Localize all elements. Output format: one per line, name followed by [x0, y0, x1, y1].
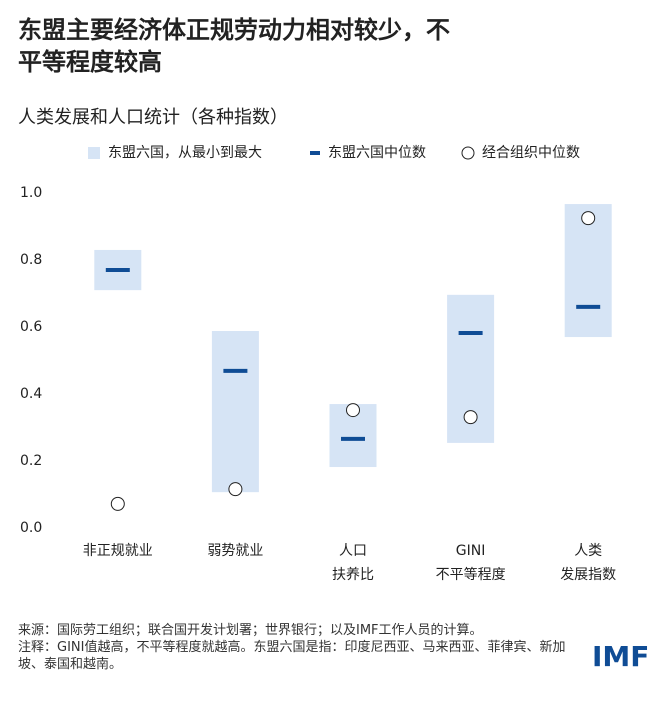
x-tick-label: 人类	[574, 543, 602, 559]
y-tick-label: 0.4	[20, 386, 42, 402]
x-tick-label: 非正规就业	[83, 543, 153, 559]
source: 来源：国际劳工组织；联合国开发计划署；世界银行；以及IMF工作人员的计算。	[18, 623, 483, 638]
x-tick-label: 扶养比	[332, 567, 374, 583]
oecd-marker	[110, 496, 125, 511]
x-tick-label: 不平等程度	[436, 566, 506, 583]
range-bar	[564, 204, 612, 338]
y-tick-label: 0.2	[20, 453, 42, 469]
oecd-marker	[581, 211, 596, 226]
legend-swatch	[88, 147, 100, 159]
x-tick-label: GINI	[456, 543, 486, 559]
oecd-marker	[228, 482, 243, 497]
y-tick-label: 0.0	[20, 520, 42, 536]
notes: 来源：国际劳工组织；联合国开发计划署；世界银行；以及IMF工作人员的计算。 注释…	[18, 622, 588, 673]
y-tick-label: 0.6	[20, 319, 42, 335]
legend-label: 东盟六国，从最小到最大	[108, 145, 262, 161]
legend-label: 东盟六国中位数	[328, 145, 426, 161]
chart-title: 东盟主要经济体正规劳动力相对较少，不平等程度较高	[18, 16, 450, 76]
chart: 0.0 0.2 0.4 0.6 0.8 1.0 东盟六国，从最小到最大 东盟六国中位数 经合组织…	[20, 145, 616, 583]
y-tick-label: 0.8	[20, 252, 42, 268]
y-tick-label: 1.0	[20, 185, 42, 201]
x-tick-label: 人口	[339, 543, 367, 559]
note: 注释：GINI值越高，不平等程度就越高。东盟六国是指：印度尼西亚、马来西亚、菲律…	[18, 640, 566, 672]
x-tick-label: 发展指数	[560, 567, 616, 583]
range-bar	[211, 331, 259, 493]
oecd-marker	[346, 403, 360, 418]
logo: IMF	[592, 640, 650, 673]
legend-swatch	[461, 146, 475, 160]
x-tick-label: 弱势就业	[207, 543, 263, 559]
legend-label: 经合组织中位数	[482, 145, 580, 161]
oecd-marker	[463, 410, 478, 425]
chart-subtitle: 人类发展和人口统计（各种指数）	[18, 107, 288, 128]
